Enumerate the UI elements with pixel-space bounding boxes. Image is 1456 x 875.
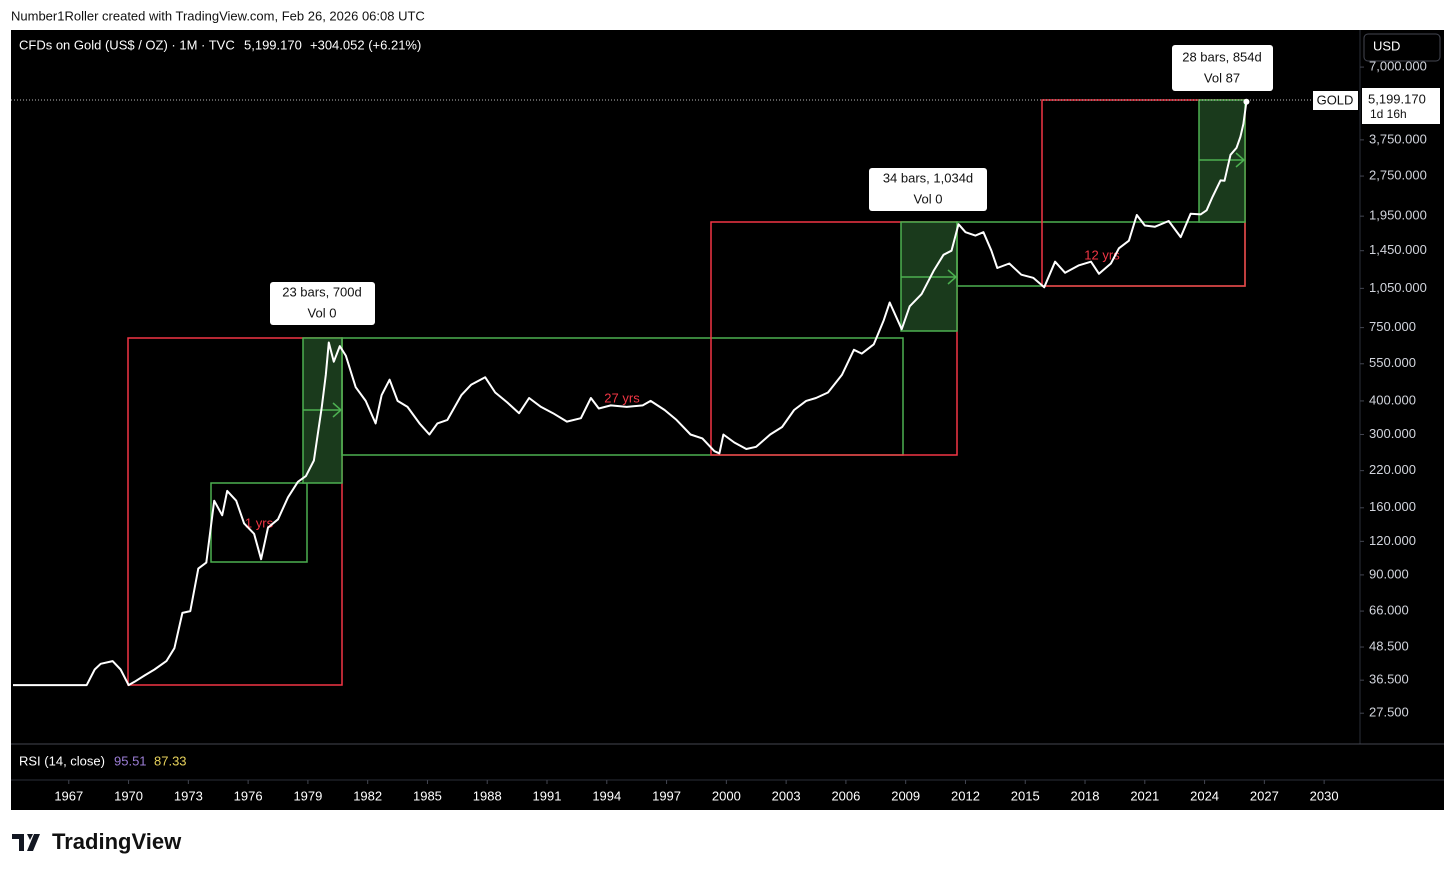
- span-label: 12 yrs: [1084, 247, 1120, 262]
- plot: [13, 98, 1250, 687]
- change: +304.052 (+6.21%): [310, 37, 421, 52]
- x-tick-label: 2000: [712, 788, 741, 803]
- range-box: [127, 337, 343, 686]
- x-tick-label: 1988: [473, 788, 502, 803]
- price-line: [13, 101, 1248, 687]
- indicator-value: 87.33: [154, 753, 187, 768]
- y-tick-label: 750.000: [1369, 319, 1416, 334]
- symbol: CFDs on Gold (US$ / OZ) · 1M · TVC: [19, 37, 235, 52]
- y-tick-label: 400.000: [1369, 392, 1416, 407]
- x-tick-label: 2009: [891, 788, 920, 803]
- x-tick-label: 1967: [54, 788, 83, 803]
- range-box: [341, 337, 904, 456]
- indicator-value: 95.51: [114, 753, 147, 768]
- currency-button[interactable]: [1363, 33, 1441, 62]
- x-tick-label: 2030: [1310, 788, 1339, 803]
- x-tick-label: 1994: [592, 788, 621, 803]
- x-tick-label: 1991: [533, 788, 562, 803]
- x-tick-label: 2021: [1130, 788, 1159, 803]
- y-tick-label: 3,750.000: [1369, 131, 1427, 146]
- x-tick-label: 1970: [114, 788, 143, 803]
- x-tick-label: 1973: [174, 788, 203, 803]
- callout-text: Vol 87: [1204, 70, 1240, 85]
- x-tick-label: 1979: [293, 788, 322, 803]
- range-fill: [1198, 99, 1246, 223]
- y-tick-label: 550.000: [1369, 355, 1416, 370]
- last-price: 5,199.170: [1368, 91, 1426, 106]
- last-point: [1243, 98, 1250, 105]
- callout-text: 34 bars, 1,034d: [883, 170, 973, 185]
- credit: Number1Roller created with TradingView.c…: [11, 8, 425, 23]
- logo-mark: [12, 834, 40, 851]
- range-box: [710, 221, 958, 456]
- x-tick-label: 1976: [234, 788, 263, 803]
- callout-text: 28 bars, 854d: [1182, 49, 1262, 64]
- callout-text: Vol 0: [308, 305, 337, 320]
- ticker: GOLD: [1317, 92, 1354, 107]
- y-tick-label: 220.000: [1369, 462, 1416, 477]
- y-tick-label: 2,750.000: [1369, 167, 1427, 182]
- x-tick-label: 2027: [1250, 788, 1279, 803]
- y-tick-label: 1,050.000: [1369, 280, 1427, 295]
- y-tick-label: 7,000.000: [1369, 59, 1427, 74]
- callout-text: 23 bars, 700d: [282, 284, 362, 299]
- x-tick-label: 2015: [1011, 788, 1040, 803]
- callout: [869, 168, 987, 211]
- brand: TradingView: [52, 829, 182, 854]
- y-tick-label: 90.000: [1369, 566, 1409, 581]
- y-tick-label: 300.000: [1369, 426, 1416, 441]
- x-tick-label: 2012: [951, 788, 980, 803]
- ticker-label: [1313, 91, 1358, 110]
- y-tick-label: 66.000: [1369, 603, 1409, 618]
- span-label: 1 yrs: [245, 515, 274, 530]
- price: 5,199.170: [244, 37, 302, 52]
- callout: [270, 282, 375, 325]
- y-tick-label: 1,950.000: [1369, 208, 1427, 223]
- x-tick-label: 2006: [831, 788, 860, 803]
- x-tick-label: 1997: [652, 788, 681, 803]
- x-tick-label: 1985: [413, 788, 442, 803]
- callout-text: Vol 0: [914, 191, 943, 206]
- y-tick-label: 160.000: [1369, 499, 1416, 514]
- countdown: 1d 16h: [1370, 107, 1407, 121]
- y-tick-label: 27.500: [1369, 705, 1409, 720]
- span-label: 27 yrs: [604, 390, 640, 405]
- indicator-name: RSI (14, close): [19, 753, 105, 768]
- y-tick-label: 120.000: [1369, 533, 1416, 548]
- last-price-box: [1362, 88, 1440, 124]
- callout: [1172, 45, 1273, 91]
- logo: TradingView: [12, 829, 182, 854]
- x-tick-label: 2018: [1071, 788, 1100, 803]
- x-tick-label: 2003: [772, 788, 801, 803]
- callouts: 23 bars, 700d Vol 0 34 bars, 1,034d Vol …: [270, 45, 1273, 325]
- x-tick-label: 1982: [353, 788, 382, 803]
- y-tick-label: 48.500: [1369, 638, 1409, 653]
- x-tick-label: 2024: [1190, 788, 1219, 803]
- currency[interactable]: USD: [1373, 38, 1400, 53]
- y-tick-label: 36.500: [1369, 672, 1409, 687]
- y-tick-label: 1,450.000: [1369, 242, 1427, 257]
